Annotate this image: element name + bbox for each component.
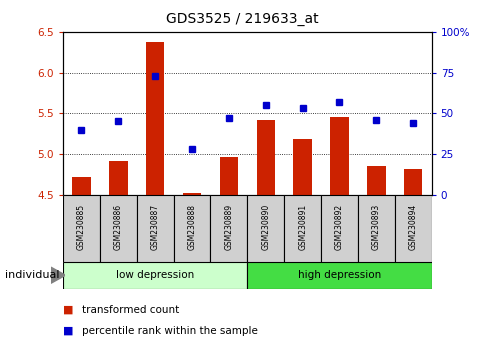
Bar bbox=[63, 262, 247, 289]
Bar bbox=[247, 262, 431, 289]
Bar bbox=[109, 160, 127, 195]
Text: GSM230885: GSM230885 bbox=[77, 204, 86, 250]
Bar bbox=[247, 195, 284, 262]
Bar bbox=[173, 195, 210, 262]
Text: GSM230890: GSM230890 bbox=[261, 204, 270, 250]
Text: transformed count: transformed count bbox=[82, 305, 180, 315]
Bar bbox=[284, 195, 320, 262]
Bar bbox=[182, 193, 201, 195]
Text: GSM230891: GSM230891 bbox=[298, 204, 306, 250]
Bar bbox=[136, 195, 173, 262]
Text: high depression: high depression bbox=[297, 270, 380, 280]
Text: GSM230894: GSM230894 bbox=[408, 204, 417, 250]
Bar bbox=[293, 139, 311, 195]
Polygon shape bbox=[51, 267, 65, 283]
Bar bbox=[146, 42, 164, 195]
Bar bbox=[100, 195, 136, 262]
Text: GSM230893: GSM230893 bbox=[371, 204, 380, 250]
Text: ■: ■ bbox=[63, 326, 74, 336]
Text: ■: ■ bbox=[63, 305, 74, 315]
Text: GSM230887: GSM230887 bbox=[151, 204, 159, 250]
Text: percentile rank within the sample: percentile rank within the sample bbox=[82, 326, 258, 336]
Bar bbox=[219, 157, 238, 195]
Text: GSM230889: GSM230889 bbox=[224, 204, 233, 250]
Bar bbox=[394, 195, 431, 262]
Bar bbox=[256, 120, 274, 195]
Bar bbox=[210, 195, 247, 262]
Bar bbox=[366, 166, 385, 195]
Bar bbox=[72, 177, 91, 195]
Text: GDS3525 / 219633_at: GDS3525 / 219633_at bbox=[166, 12, 318, 27]
Text: individual: individual bbox=[5, 270, 59, 280]
Bar bbox=[403, 169, 422, 195]
Text: GSM230892: GSM230892 bbox=[334, 204, 343, 250]
Text: GSM230886: GSM230886 bbox=[114, 204, 122, 250]
Bar bbox=[320, 195, 357, 262]
Text: GSM230888: GSM230888 bbox=[187, 204, 196, 250]
Bar bbox=[330, 116, 348, 195]
Bar bbox=[357, 195, 394, 262]
Bar bbox=[63, 195, 100, 262]
Text: low depression: low depression bbox=[116, 270, 194, 280]
